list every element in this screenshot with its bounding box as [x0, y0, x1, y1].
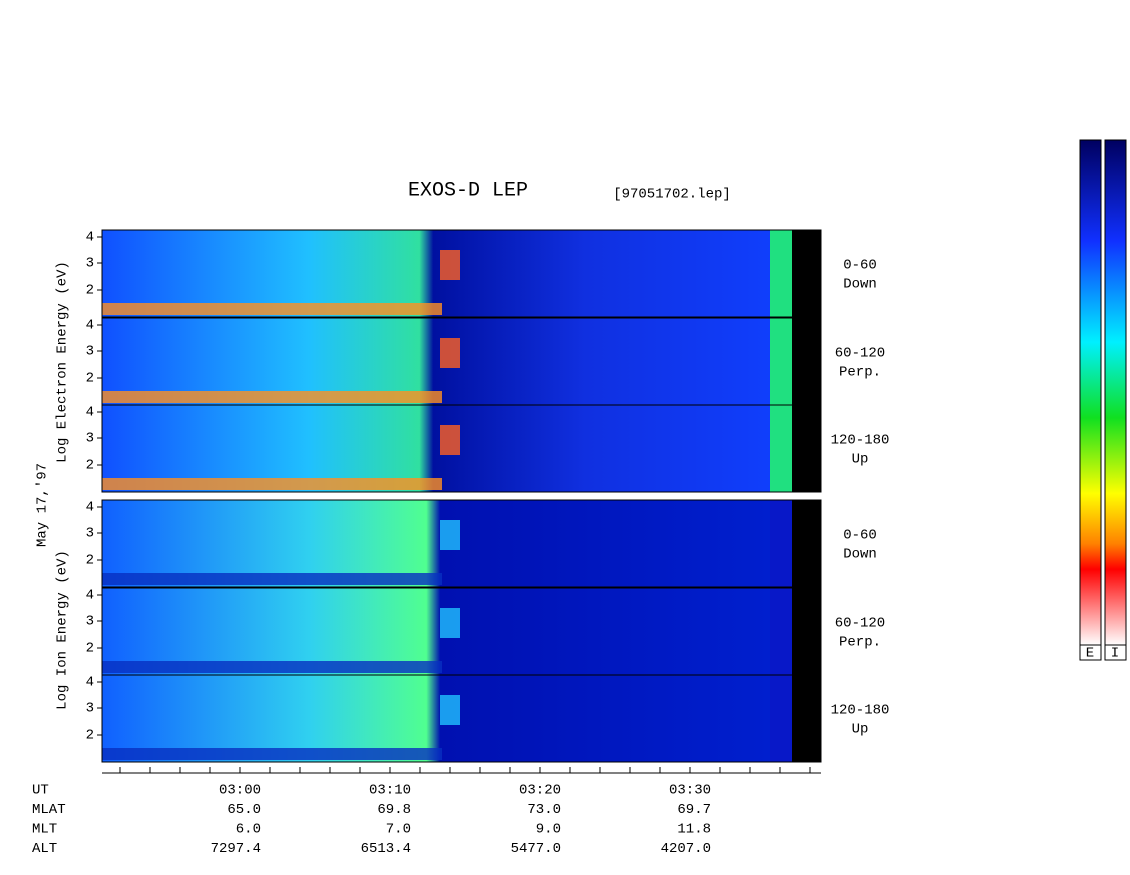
- y-tick-label: 4: [86, 588, 94, 604]
- row-value: 9.0: [536, 822, 561, 838]
- row-name: UT: [32, 783, 49, 799]
- y-tick-label: 3: [86, 431, 94, 447]
- panel-direction: Up: [852, 452, 869, 468]
- colorbar-box: [1079, 644, 1102, 661]
- side-strip: [770, 318, 792, 405]
- panel-frame: [101, 499, 822, 588]
- row-value: 69.7: [677, 802, 711, 818]
- panel-direction: Down: [843, 277, 877, 293]
- row-value: 7297.4: [211, 841, 261, 857]
- row-value: 6513.4: [361, 841, 411, 857]
- y-tick-label: 2: [86, 458, 94, 474]
- spectrogram-low-band: [102, 478, 442, 490]
- row-value: 03:30: [669, 783, 711, 799]
- blank-strip: [792, 675, 821, 762]
- row-value: 11.8: [677, 822, 711, 838]
- y-tick-label: 4: [86, 675, 94, 691]
- side-strip: [770, 675, 792, 762]
- panel-angle: 0-60: [843, 258, 877, 274]
- blank-strip: [792, 230, 821, 317]
- colorbar-i: [1104, 139, 1127, 646]
- y-tick-label: 2: [86, 283, 94, 299]
- panel-direction: Down: [843, 547, 877, 563]
- panel-angle: 120-180: [831, 703, 890, 719]
- y-tick-label: 4: [86, 230, 94, 246]
- colorbar-label: E: [1086, 646, 1094, 662]
- spectrogram-burst: [440, 338, 460, 368]
- spectrogram-burst: [440, 695, 460, 725]
- blank-strip: [792, 500, 821, 587]
- side-strip: [770, 405, 792, 492]
- spectrogram-burst: [440, 608, 460, 638]
- colorbar-label: I: [1111, 646, 1119, 662]
- y-tick-label: 4: [86, 500, 94, 516]
- y-tick-label: 3: [86, 526, 94, 542]
- date-label: May 17,'97: [35, 463, 51, 547]
- panel-angle: 60-120: [835, 346, 885, 362]
- ion-axis-label: Log Ion Energy (eV): [55, 550, 71, 710]
- row-value: 6.0: [236, 822, 261, 838]
- panel-frame: [101, 229, 822, 318]
- row-value: 03:10: [369, 783, 411, 799]
- blank-strip: [792, 588, 821, 675]
- y-tick-label: 2: [86, 371, 94, 387]
- y-tick-label: 4: [86, 405, 94, 421]
- y-tick-label: 2: [86, 728, 94, 744]
- y-tick-label: 3: [86, 344, 94, 360]
- spectrogram-low-band: [102, 391, 442, 403]
- row-value: 03:00: [219, 783, 261, 799]
- y-tick-label: 3: [86, 614, 94, 630]
- row-value: 69.8: [377, 802, 411, 818]
- title: EXOS-D LEP: [408, 179, 528, 202]
- y-tick-label: 2: [86, 641, 94, 657]
- y-tick-label: 3: [86, 256, 94, 272]
- spectrogram-low-band: [102, 303, 442, 315]
- row-value: 65.0: [227, 802, 261, 818]
- y-tick-label: 4: [86, 318, 94, 334]
- panel-direction: Perp.: [839, 365, 881, 381]
- blank-strip: [792, 318, 821, 405]
- file-name: [97051702.lep]: [613, 187, 731, 203]
- row-name: MLAT: [32, 802, 66, 818]
- side-strip: [770, 230, 792, 317]
- row-value: 4207.0: [661, 841, 711, 857]
- row-name: ALT: [32, 841, 57, 857]
- spectrogram-low-band: [102, 661, 442, 673]
- panel-direction: Perp.: [839, 635, 881, 651]
- panel-direction: Up: [852, 722, 869, 738]
- row-value: 73.0: [527, 802, 561, 818]
- blank-strip: [792, 405, 821, 492]
- colorbar-e: [1079, 139, 1102, 646]
- row-value: 03:20: [519, 783, 561, 799]
- panel-frame: [101, 404, 822, 493]
- y-tick-label: 3: [86, 701, 94, 717]
- panel-frame: [101, 674, 822, 763]
- side-strip: [770, 500, 792, 587]
- colorbar-box: [1104, 644, 1127, 661]
- electron-axis-label: Log Electron Energy (eV): [55, 261, 71, 463]
- side-strip: [770, 588, 792, 675]
- row-value: 7.0: [386, 822, 411, 838]
- panel-angle: 120-180: [831, 433, 890, 449]
- row-name: MLT: [32, 822, 57, 838]
- panel-angle: 0-60: [843, 528, 877, 544]
- row-value: 5477.0: [511, 841, 561, 857]
- spectrogram-burst: [440, 520, 460, 550]
- panel-angle: 60-120: [835, 616, 885, 632]
- spectrogram-low-band: [102, 748, 442, 760]
- y-tick-label: 2: [86, 553, 94, 569]
- spectrogram-burst: [440, 250, 460, 280]
- spectrogram-burst: [440, 425, 460, 455]
- spectrogram-low-band: [102, 573, 442, 585]
